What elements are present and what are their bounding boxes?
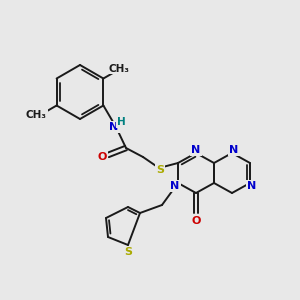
Text: CH₃: CH₃: [26, 110, 47, 119]
Text: O: O: [97, 152, 107, 162]
Text: N: N: [230, 145, 238, 155]
Text: N: N: [248, 181, 256, 191]
Text: H: H: [117, 117, 125, 127]
Text: N: N: [170, 181, 180, 191]
Text: S: S: [124, 247, 132, 257]
Text: O: O: [191, 216, 201, 226]
Text: S: S: [156, 165, 164, 175]
Text: N: N: [191, 145, 201, 155]
Text: N: N: [110, 122, 118, 132]
Text: CH₃: CH₃: [108, 64, 129, 74]
